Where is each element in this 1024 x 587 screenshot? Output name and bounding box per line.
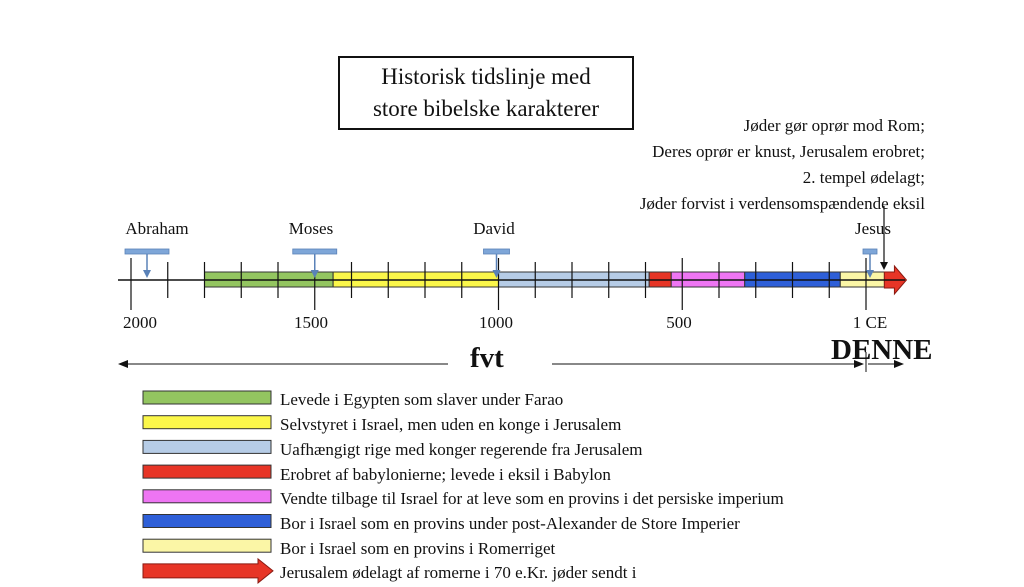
legend-label: Selvstyret i Israel, men uden en konge i… bbox=[280, 415, 622, 434]
legend-label: Vendte tilbage til Israel for at leve so… bbox=[280, 489, 784, 508]
person-marker-bar bbox=[124, 248, 170, 255]
legend-swatch bbox=[142, 390, 272, 405]
legend-swatch-arrow bbox=[142, 557, 274, 584]
legend-label: Erobret af babylonierne; levede i eksil … bbox=[280, 465, 611, 484]
legend-swatch bbox=[142, 514, 272, 528]
person-label-abraham: Abraham bbox=[125, 219, 189, 238]
person-label-david: David bbox=[473, 219, 515, 238]
person-marker-arrowhead bbox=[310, 270, 319, 278]
person-label-jesus: Jesus bbox=[855, 219, 891, 238]
person-marker-bar bbox=[862, 248, 878, 255]
tick-label: 2000 bbox=[123, 313, 157, 332]
person-marker-bar bbox=[292, 248, 338, 255]
era-label-ce: DENNE bbox=[831, 334, 933, 366]
revolt-note-line: 2. tempel ødelagt; bbox=[802, 168, 925, 187]
legend-swatches bbox=[142, 390, 274, 584]
person-label-moses: Moses bbox=[288, 219, 334, 238]
tick-label: 1500 bbox=[294, 313, 328, 332]
era-arrowhead bbox=[854, 360, 864, 368]
revolt-note-line: Deres oprør er knust, Jerusalem erobret; bbox=[652, 142, 925, 161]
tick-label: 1 CE bbox=[852, 313, 888, 332]
legend-label: Bor i Israel som en provins under post-A… bbox=[280, 514, 740, 533]
legend-label: Levede i Egypten som slaver under Farao bbox=[280, 390, 564, 409]
legend-label: Jerusalem ødelagt af romerne i 70 e.Kr. … bbox=[280, 563, 637, 582]
tick-label: 1000 bbox=[479, 313, 513, 332]
person-marker-bar bbox=[483, 248, 510, 255]
revolt-pointer-head bbox=[880, 262, 888, 270]
legend-swatch bbox=[142, 538, 272, 553]
era-arrowhead bbox=[118, 360, 128, 368]
era-label-bce: fvt bbox=[470, 342, 504, 374]
revolt-note-line: Jøder gør oprør mod Rom; bbox=[743, 116, 925, 135]
revolt-note-line: Jøder forvist i verdensomspændende eksil bbox=[639, 194, 925, 213]
legend-swatch bbox=[142, 439, 272, 454]
legend-label: Uafhængigt rige med konger regerende fra… bbox=[280, 440, 643, 459]
legend-swatch bbox=[142, 489, 272, 504]
era-arrowhead bbox=[894, 360, 904, 368]
timeline-axis bbox=[118, 258, 905, 310]
tick-label: 500 bbox=[666, 313, 692, 332]
era-arrows bbox=[118, 352, 904, 372]
title-box: Historisk tidslinje med store bibelske k… bbox=[338, 56, 634, 130]
legend-swatch bbox=[142, 464, 272, 479]
person-marker-arrowhead bbox=[143, 270, 151, 278]
title-line-2: store bibelske karakterer bbox=[372, 96, 600, 121]
legend-label: Bor i Israel som en provins i Romerriget bbox=[280, 539, 556, 558]
person-markers bbox=[124, 206, 888, 278]
person-marker-arrowhead bbox=[492, 270, 501, 278]
person-marker-arrowhead bbox=[866, 270, 874, 278]
title-line-1: Historisk tidslinje med bbox=[381, 64, 591, 89]
revolt-note: Jøder gør oprør mod Rom; Deres oprør er … bbox=[640, 113, 925, 217]
legend-swatch bbox=[142, 415, 272, 430]
